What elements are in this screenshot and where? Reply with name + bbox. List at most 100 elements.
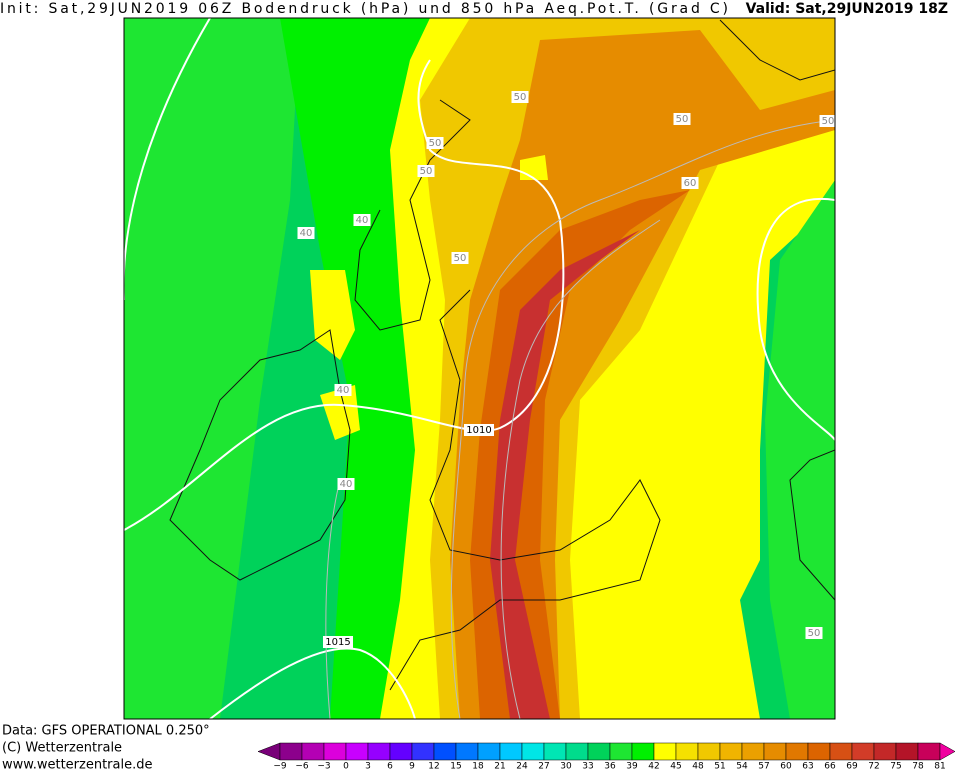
field (520, 155, 660, 430)
colorbar-label: 57 (758, 762, 769, 770)
colorbar-label: 15 (450, 762, 461, 770)
contour-label-box (337, 478, 355, 490)
colorbar-swatch (917, 742, 941, 761)
contour-label: 1015 (325, 637, 350, 648)
colorbar-swatch (301, 742, 325, 761)
contour-label: 40 (340, 479, 353, 490)
colorbar-swatch (763, 742, 787, 761)
field (124, 18, 300, 719)
colorbar-swatch (411, 742, 435, 761)
colorbar-label: 18 (472, 762, 484, 770)
colorbar-label: 72 (868, 762, 879, 770)
colorbar-swatch (631, 742, 655, 761)
colorbar-swatch (455, 742, 479, 761)
colorbar-label: 66 (824, 762, 836, 770)
contour-label: 50 (429, 138, 442, 149)
colorbar-label: 36 (604, 762, 616, 770)
colorbar-swatch (477, 742, 501, 761)
contour-label-box (323, 636, 353, 648)
colorbar-label: 12 (428, 762, 439, 770)
colorbar-label: 42 (648, 762, 659, 770)
contour-label-box (819, 115, 835, 127)
isobars (124, 18, 835, 719)
colorbar-label: 54 (736, 762, 748, 770)
colorbar-swatch (785, 742, 809, 761)
colorbar-label: 45 (670, 762, 681, 770)
colorbar-label: 6 (387, 762, 393, 770)
colorbar-swatch (433, 742, 457, 761)
colorbar-swatch (719, 742, 743, 761)
colorbar-label: 81 (934, 762, 945, 770)
colorbar-label: 30 (560, 762, 572, 770)
colorbar-swatch (367, 742, 391, 761)
colorbar-label: 24 (516, 762, 528, 770)
contour-label: 50 (514, 92, 527, 103)
contour-label-box (451, 252, 469, 264)
colorbar-swatch (675, 742, 699, 761)
colorbar-label: 63 (802, 762, 813, 770)
contour-label: 40 (300, 228, 313, 239)
contour-label: 40 (356, 215, 369, 226)
colorbar: −9 −6 −3 0 3 6 9 12 15 18 21 24 27 30 33 36 39 42 45 48 51 54… (257, 742, 956, 770)
footer-line: (C) Wetterzentrale (2, 741, 122, 756)
colorbar-swatch (851, 742, 875, 761)
theta-contours (325, 119, 835, 719)
colorbar-swatch (565, 742, 589, 761)
field (765, 180, 835, 719)
map-frame (123, 17, 836, 720)
colorbar-label: 48 (692, 762, 704, 770)
colorbar-swatch (741, 742, 765, 761)
contour-label: 50 (808, 628, 821, 639)
colorbar-label: 69 (846, 762, 858, 770)
field (310, 270, 360, 440)
footer-line: www.wetterzentrale.de (2, 758, 152, 770)
contour-label: 50 (454, 253, 467, 264)
contour-label-box (681, 177, 699, 189)
contour-label-box (426, 137, 444, 149)
field (490, 230, 640, 719)
footer-line: Data: GFS OPERATIONAL 0.250° (2, 724, 210, 739)
contour-label-box (511, 91, 529, 103)
colorbar-label: 78 (912, 762, 924, 770)
field (450, 30, 835, 719)
colorbar-swatch (323, 742, 347, 761)
colorbar-label: −6 (295, 762, 309, 770)
contour-label-box (673, 113, 691, 125)
contour-label: 50 (676, 114, 689, 125)
colorbar-label: 27 (538, 762, 549, 770)
contour-label: 50 (420, 166, 433, 177)
colorbar-swatch (895, 742, 919, 761)
colorbar-arrow (257, 742, 281, 761)
contour-label: 1010 (466, 425, 491, 436)
colorbar-label: −9 (273, 762, 287, 770)
contour-label-box (805, 627, 823, 639)
colorbar-swatch (873, 742, 897, 761)
map: 50 50 50 50 50 50 50 60 40 40 40 40 1010 1015 (124, 18, 835, 719)
colorbar-swatch (587, 742, 611, 761)
colorbar-arrow (939, 742, 956, 761)
colorbar-swatch (807, 742, 831, 761)
colorbar-swatch (609, 742, 633, 761)
colorbar-label: 3 (365, 762, 371, 770)
contour-label: 60 (684, 178, 697, 189)
contour-label-box (464, 424, 494, 436)
colorbar-swatch (279, 742, 303, 761)
colorbar-swatch (829, 742, 853, 761)
colorbar-label: 51 (714, 762, 725, 770)
colorbar-swatch (653, 742, 677, 761)
colorbar-label: 21 (494, 762, 505, 770)
colorbar-swatch (697, 742, 721, 761)
colorbar-swatch (543, 742, 567, 761)
colorbar-label: 60 (780, 762, 792, 770)
contour-label-box (297, 227, 315, 239)
colorbar-label: 9 (409, 762, 415, 770)
contour-label-box (353, 214, 371, 226)
field (280, 18, 470, 719)
valid-text: Valid: Sat,29JUN2019 18Z (746, 1, 948, 17)
colorbar-label: 39 (626, 762, 638, 770)
colorbar-label: 0 (343, 762, 349, 770)
colorbar-swatch (499, 742, 523, 761)
init-text: Init: Sat,29JUN2019 06Z Bodendruck (hPa)… (0, 1, 728, 17)
colorbar-swatch (521, 742, 545, 761)
contour-label: 50 (822, 116, 835, 127)
